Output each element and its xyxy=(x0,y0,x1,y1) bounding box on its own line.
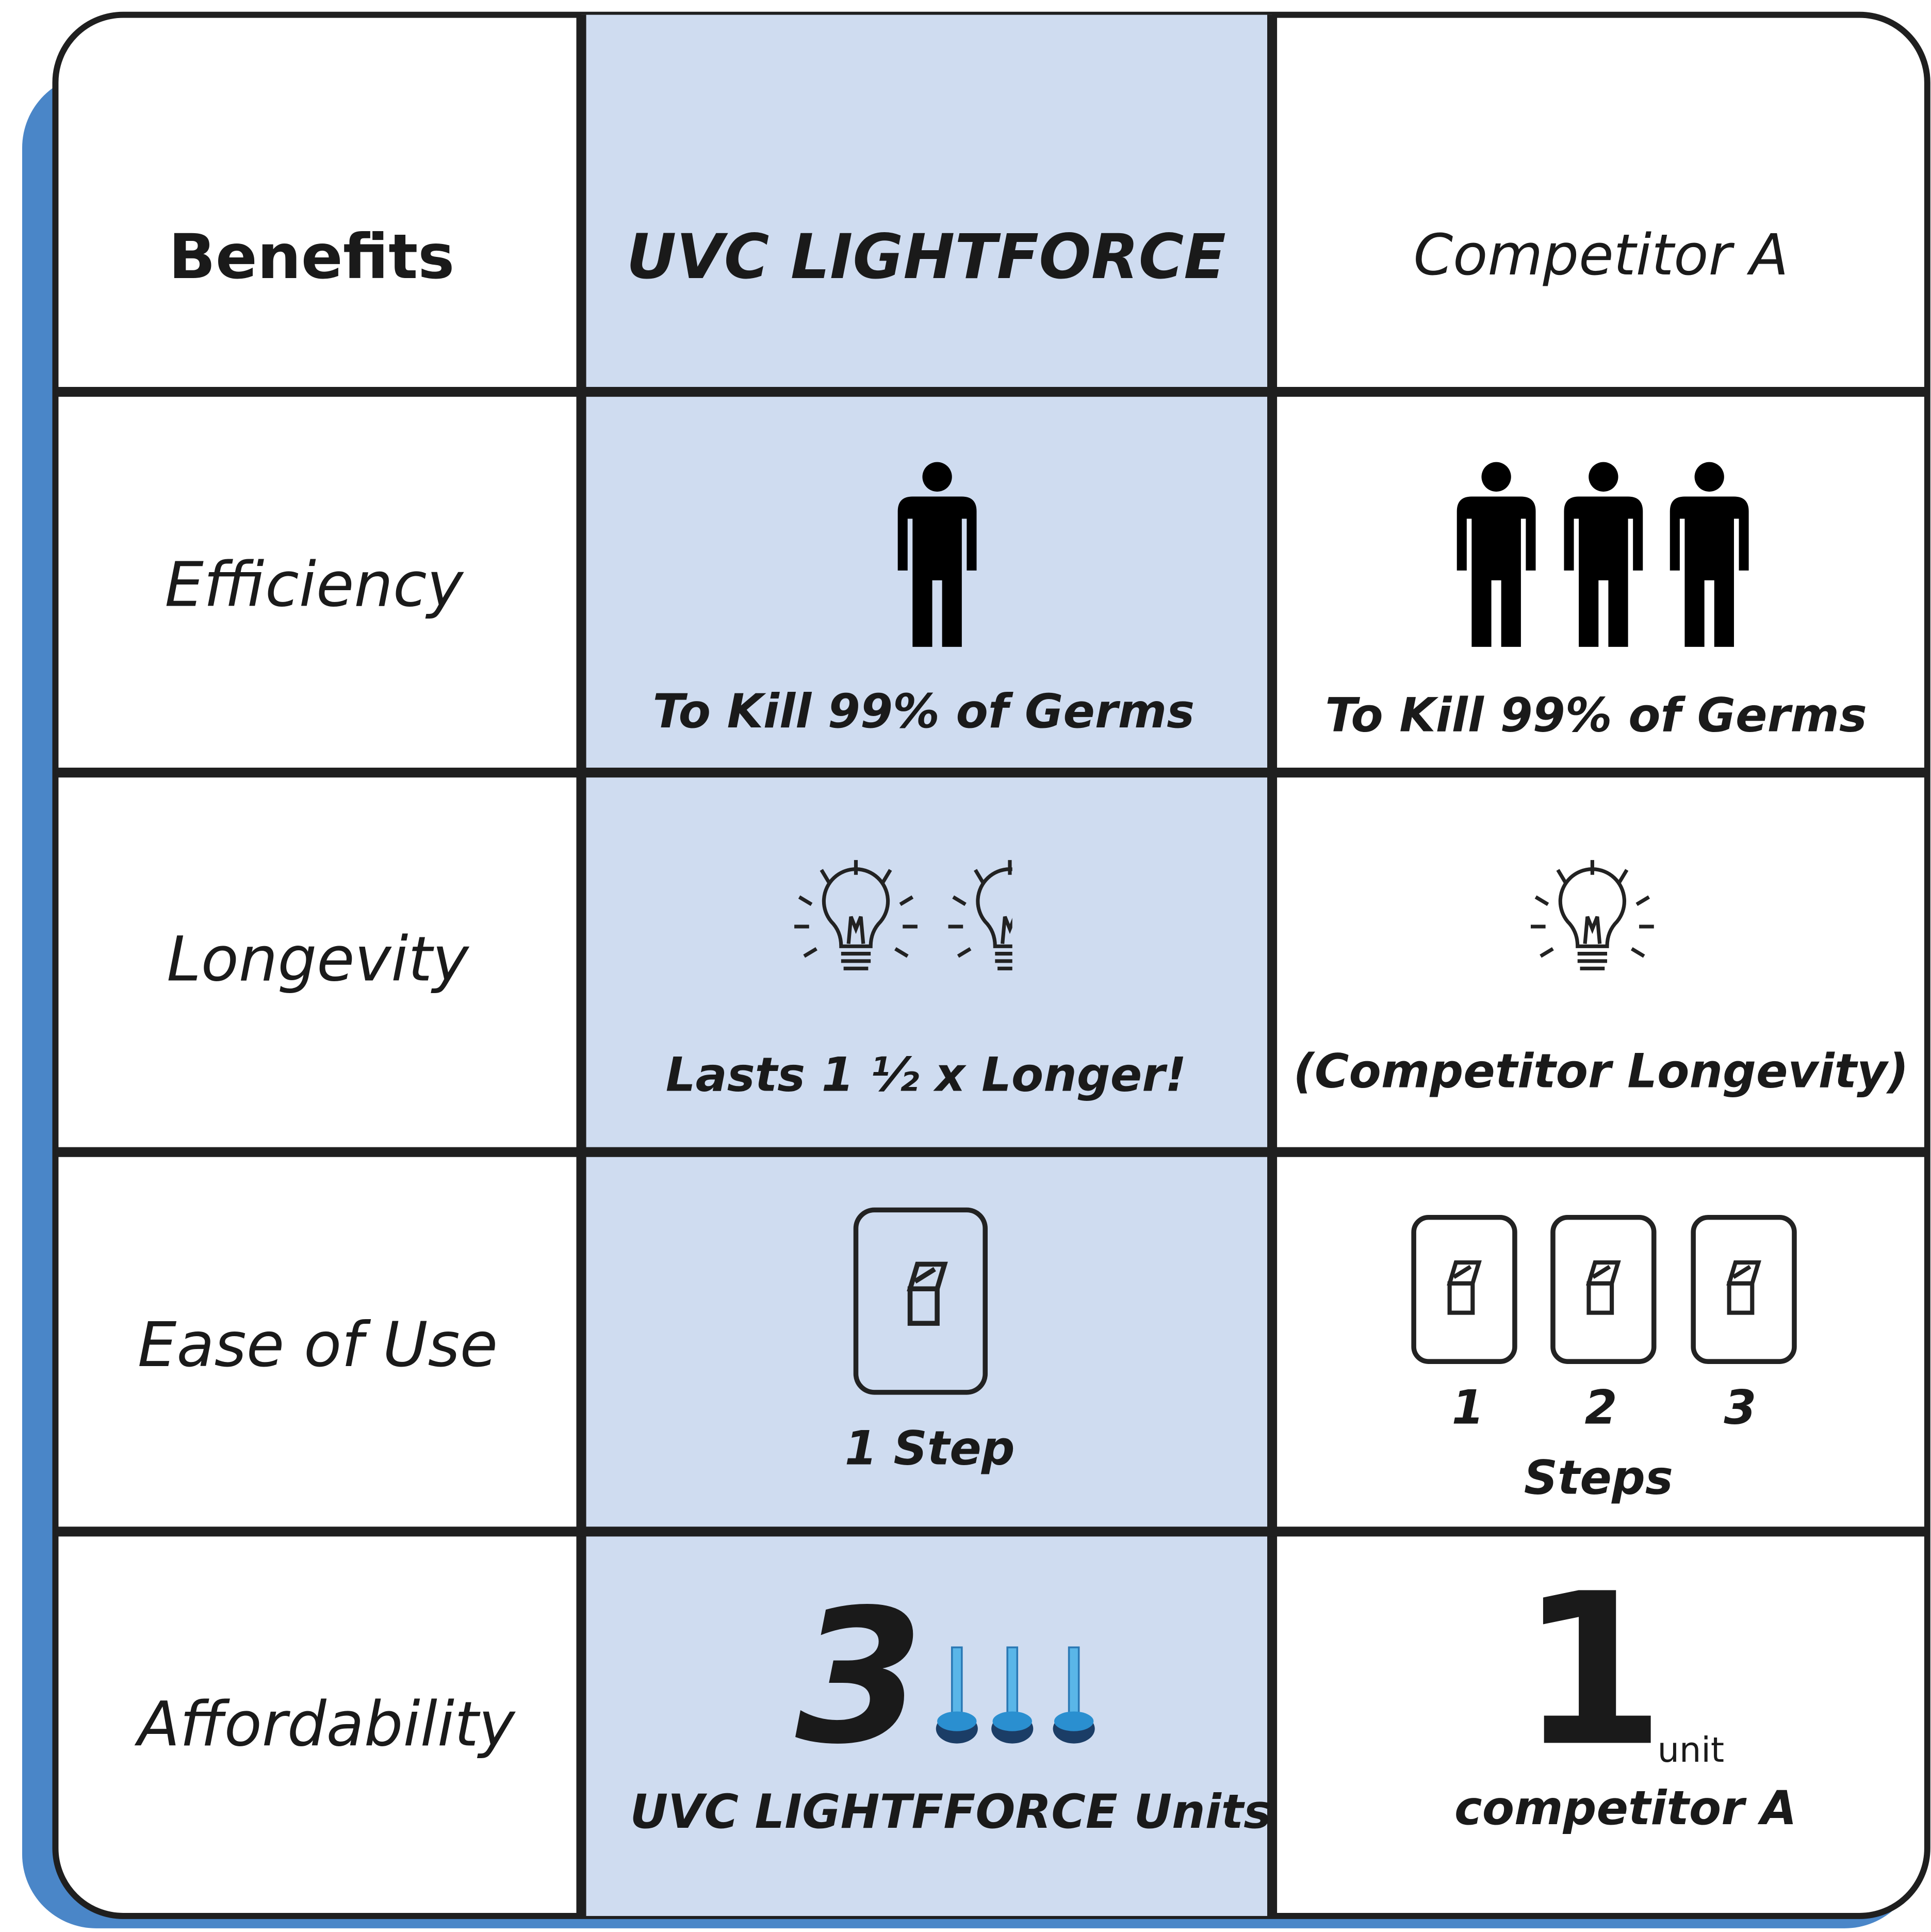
caption: To Kill 99% of Germs xyxy=(1325,688,1867,742)
switch-icon xyxy=(1411,1214,1517,1364)
row-label: Efficiency xyxy=(165,549,464,621)
caption: To Kill 99% of Germs xyxy=(652,685,1194,739)
row-label: Affordability xyxy=(134,1689,516,1761)
caption: UVC LIGHTFFORCE Units xyxy=(630,1785,1272,1839)
step-number: 1 xyxy=(1452,1381,1484,1435)
switch-icon xyxy=(1691,1214,1797,1364)
big-count: 1 xyxy=(1519,1548,1665,1792)
big-count: 3 xyxy=(795,1570,924,1785)
row-label: Ease of Use xyxy=(138,1309,498,1381)
caption: (Competitor Longevity) xyxy=(1293,1045,1908,1099)
grid xyxy=(55,14,1927,1916)
unit-label: unit xyxy=(1658,1730,1725,1770)
header-cell: Competitor A xyxy=(1413,222,1788,288)
step-number: 2 xyxy=(1585,1381,1617,1435)
switch-icon xyxy=(853,1207,988,1395)
header-cell: Benefits xyxy=(169,221,455,293)
caption: Steps xyxy=(1524,1451,1673,1505)
row-label: Longevity xyxy=(167,923,469,995)
switch-icon xyxy=(1550,1214,1657,1364)
step-number: 3 xyxy=(1724,1381,1756,1435)
caption: 1 Step xyxy=(845,1421,1015,1475)
caption: Lasts 1 ½ x Longer! xyxy=(666,1048,1187,1102)
highlight-column xyxy=(581,14,1272,1916)
header-cell: UVC LIGHTFORCE xyxy=(626,221,1225,293)
caption: competitor A xyxy=(1454,1781,1797,1836)
